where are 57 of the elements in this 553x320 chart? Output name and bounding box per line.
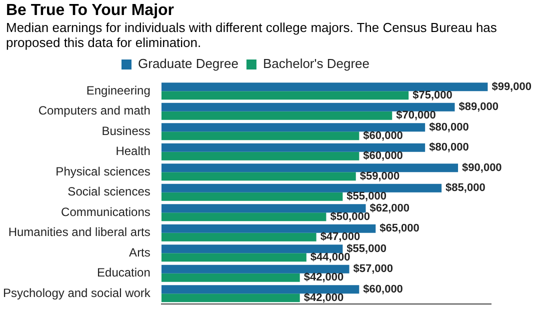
bar bbox=[161, 111, 392, 120]
data-label: $60,000 bbox=[363, 130, 403, 142]
data-label: $99,000 bbox=[492, 80, 532, 93]
bar bbox=[161, 253, 306, 262]
y-tick-label: Physical sciences bbox=[56, 164, 150, 178]
y-tick-label: Education bbox=[97, 266, 150, 280]
data-label: $89,000 bbox=[458, 101, 499, 114]
bar bbox=[161, 184, 442, 192]
bar bbox=[161, 294, 300, 302]
bar bbox=[161, 172, 356, 181]
y-tick-label: Computers and math bbox=[38, 104, 150, 118]
data-label: $55,000 bbox=[346, 190, 386, 203]
bar bbox=[161, 232, 316, 242]
bar bbox=[161, 212, 326, 222]
bar bbox=[161, 273, 300, 282]
bar bbox=[161, 285, 360, 294]
y-tick-label: Arts bbox=[129, 245, 150, 260]
data-label: $42,000 bbox=[304, 292, 344, 304]
data-label: $75,000 bbox=[412, 89, 452, 102]
bar bbox=[161, 102, 455, 112]
data-label: $65,000 bbox=[380, 222, 420, 235]
data-label: $50,000 bbox=[330, 210, 370, 223]
data-label: $70,000 bbox=[396, 110, 436, 122]
data-label: $62,000 bbox=[370, 202, 410, 214]
bar bbox=[161, 82, 488, 92]
bar bbox=[161, 264, 350, 274]
data-label: $57,000 bbox=[353, 263, 394, 276]
y-tick-label: Business bbox=[102, 124, 150, 138]
data-label: $42,000 bbox=[304, 272, 344, 284]
legend-label: Bachelor's Degree bbox=[262, 56, 370, 72]
chart-title: Be True To Your Major bbox=[6, 2, 176, 20]
bar bbox=[161, 192, 343, 201]
bar bbox=[161, 123, 426, 132]
bar bbox=[161, 132, 360, 140]
data-label: $85,000 bbox=[446, 182, 486, 194]
y-tick-label: Humanities and liberal arts bbox=[8, 225, 150, 240]
bar bbox=[161, 143, 426, 152]
data-label: $47,000 bbox=[320, 231, 360, 244]
data-label: $80,000 bbox=[429, 121, 469, 134]
bar bbox=[161, 164, 458, 172]
bar bbox=[161, 204, 366, 213]
chart-subtitle: Median earnings for individuals with different college majors. The Census Bureau has proposed this data for elimination. bbox=[6, 20, 498, 50]
data-label: $60,000 bbox=[363, 150, 403, 162]
bar bbox=[161, 244, 343, 254]
bar bbox=[161, 224, 376, 233]
bar bbox=[161, 152, 360, 160]
y-tick-label: Social sciences bbox=[68, 184, 150, 199]
y-tick-label: Psychology and social work bbox=[3, 286, 152, 300]
data-label: $90,000 bbox=[462, 162, 502, 174]
y-tick-label: Engineering bbox=[86, 83, 150, 98]
legend-label: Graduate Degree bbox=[138, 56, 238, 72]
bar bbox=[161, 91, 409, 100]
data-label: $80,000 bbox=[429, 142, 469, 154]
data-label: $59,000 bbox=[360, 170, 400, 182]
data-label: $60,000 bbox=[363, 283, 403, 296]
y-tick-label: Communications bbox=[61, 204, 150, 219]
y-tick-label: Health bbox=[116, 144, 150, 158]
